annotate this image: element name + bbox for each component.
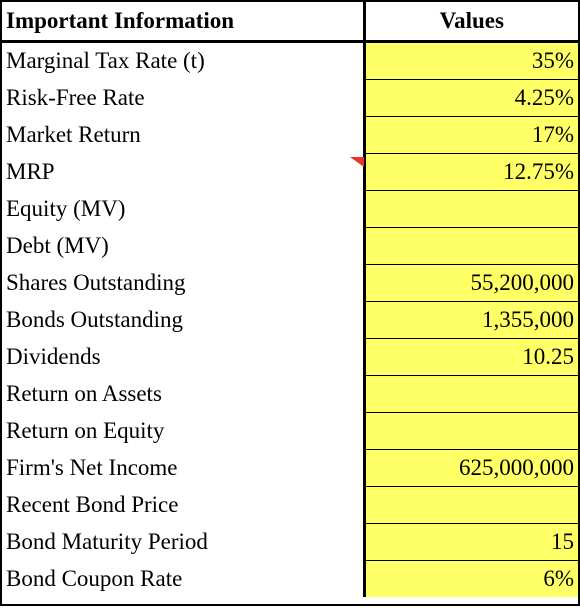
row-label-cell[interactable]: Shares Outstanding [6, 270, 186, 295]
row-label-cell[interactable]: Marginal Tax Rate (t) [6, 48, 205, 74]
table-row: Marginal Tax Rate (t) 35% [2, 41, 578, 80]
info-table: Important Information Values Marginal Ta… [2, 2, 578, 597]
row-value-cell[interactable] [362, 486, 578, 524]
row-value-cell[interactable] [362, 227, 578, 265]
row-label-cell[interactable]: Bonds Outstanding [6, 307, 183, 332]
row-value-cell[interactable] [362, 190, 578, 228]
row-value-cell[interactable]: 35% [362, 41, 578, 80]
row-value-cell[interactable]: 6% [362, 560, 578, 597]
table-row: Market Return 17% [2, 116, 578, 154]
header-label-cell[interactable]: Important Information [2, 2, 364, 43]
table-row: Recent Bond Price [2, 486, 578, 524]
row-value-cell[interactable]: 10.25 [362, 338, 578, 376]
row-label-cell[interactable]: Market Return [6, 122, 141, 147]
table-row: Bonds Outstanding 1,355,000 [2, 301, 578, 339]
table-row: Bond Coupon Rate 6% [2, 560, 578, 597]
row-label-cell[interactable]: Bond Maturity Period [6, 529, 208, 554]
row-label-cell[interactable]: Recent Bond Price [6, 492, 179, 517]
comment-indicator-icon[interactable] [350, 157, 364, 167]
table-row: Debt (MV) [2, 227, 578, 265]
table-row: Equity (MV) [2, 190, 578, 228]
table-row: Risk-Free Rate 4.25% [2, 79, 578, 117]
row-label-cell[interactable]: Dividends [6, 344, 101, 369]
row-value-cell[interactable]: 17% [362, 116, 578, 154]
row-value-cell[interactable]: 4.25% [362, 79, 578, 117]
header-row: Important Information Values [2, 2, 578, 43]
row-value-cell[interactable]: 1,355,000 [362, 301, 578, 339]
row-value-cell[interactable]: 15 [362, 523, 578, 561]
table-row: Dividends 10.25 [2, 338, 578, 376]
header-value-cell[interactable]: Values [362, 2, 578, 43]
row-label-cell[interactable]: Debt (MV) [6, 233, 109, 258]
table-row: Shares Outstanding 55,200,000 [2, 264, 578, 302]
row-label-cell[interactable]: MRP [6, 159, 55, 184]
row-label-cell[interactable]: Equity (MV) [6, 196, 126, 221]
row-value-cell[interactable] [362, 412, 578, 450]
table-row: Firm's Net Income 625,000,000 [2, 449, 578, 487]
table-row: Bond Maturity Period 15 [2, 523, 578, 561]
row-label-cell[interactable]: Bond Coupon Rate [6, 565, 183, 591]
row-label-cell[interactable]: Firm's Net Income [6, 455, 178, 480]
row-value-cell[interactable]: 625,000,000 [362, 449, 578, 487]
row-value-cell[interactable]: 55,200,000 [362, 264, 578, 302]
row-label-cell[interactable]: Return on Assets [6, 381, 162, 406]
table-row: Return on Assets [2, 375, 578, 413]
row-label-cell[interactable]: Return on Equity [6, 418, 165, 443]
table-row: Return on Equity [2, 412, 578, 450]
row-value-cell[interactable] [362, 375, 578, 413]
row-label-cell[interactable]: Risk-Free Rate [6, 85, 145, 110]
table-row: MRP 12.75% [2, 153, 578, 191]
row-value-cell[interactable]: 12.75% [362, 153, 578, 191]
